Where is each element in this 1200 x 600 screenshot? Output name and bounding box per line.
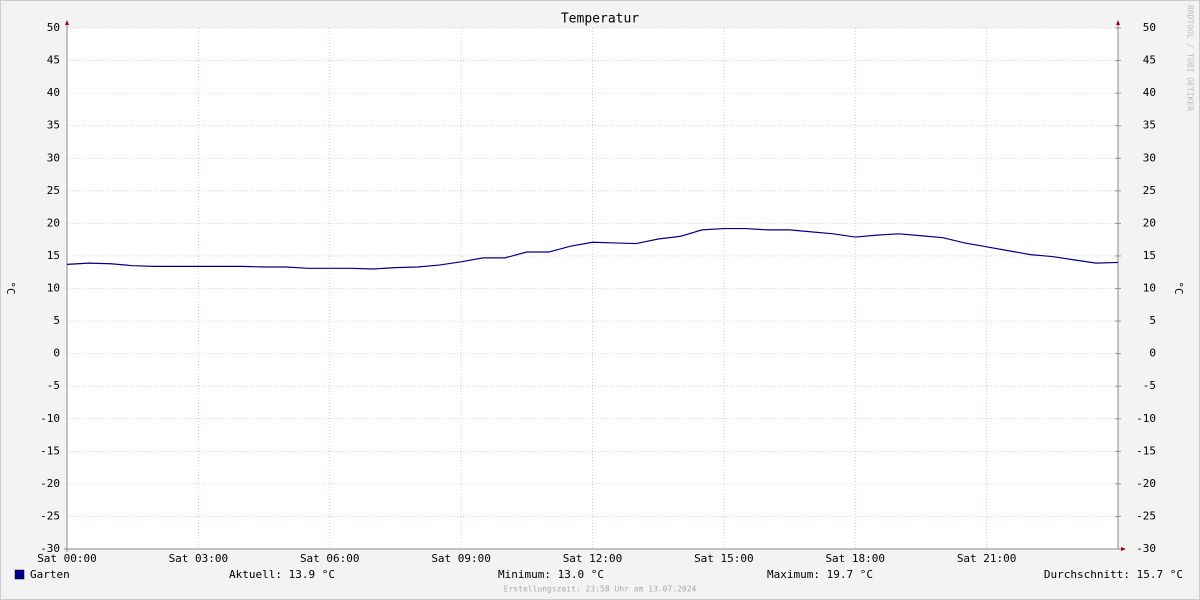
legend-label: Garten bbox=[30, 568, 70, 581]
x-tick-label: Sat 03:00 bbox=[169, 552, 229, 565]
y2-tick-label: 40 bbox=[1143, 86, 1156, 99]
y-tick-label: 35 bbox=[47, 119, 60, 132]
y-tick-label: 40 bbox=[47, 86, 60, 99]
y2-tick-label: -20 bbox=[1136, 477, 1156, 490]
x-tick-label: Sat 15:00 bbox=[694, 552, 754, 565]
y2-tick-label: 5 bbox=[1149, 314, 1156, 327]
y-tick-label: -30 bbox=[40, 542, 60, 555]
y2-tick-label: 10 bbox=[1143, 282, 1156, 295]
y2-tick-label: 30 bbox=[1143, 151, 1156, 164]
x-tick-label: Sat 12:00 bbox=[563, 552, 623, 565]
y2-tick-label: 20 bbox=[1143, 216, 1156, 229]
y-tick-label: 30 bbox=[47, 151, 60, 164]
y-tick-label: 15 bbox=[47, 249, 60, 262]
y2-tick-label: 15 bbox=[1143, 249, 1156, 262]
watermark: RRDTOOL / TOBI OETIKER bbox=[1186, 5, 1195, 111]
y-tick-label: -15 bbox=[40, 444, 60, 457]
footer: Erstellungszeit: 23:58 Uhr am 13.07.2024 bbox=[504, 585, 697, 594]
stat: Durchschnitt: 15.7 °C bbox=[1044, 568, 1183, 581]
y-tick-label: 50 bbox=[47, 21, 60, 34]
x-tick-label: Sat 06:00 bbox=[300, 552, 360, 565]
legend-swatch bbox=[14, 569, 25, 580]
y-tick-label: 10 bbox=[47, 282, 60, 295]
stat: Minimum: 13.0 °C bbox=[498, 568, 604, 581]
y2-tick-label: 35 bbox=[1143, 119, 1156, 132]
x-tick-label: Sat 18:00 bbox=[825, 552, 885, 565]
y2-tick-label: -10 bbox=[1136, 412, 1156, 425]
y2-tick-label: -30 bbox=[1136, 542, 1156, 555]
stat: Aktuell: 13.9 °C bbox=[229, 568, 335, 581]
y-tick-label: 45 bbox=[47, 54, 60, 67]
x-tick-label: Sat 00:00 bbox=[37, 552, 97, 565]
arrow bbox=[1116, 20, 1120, 25]
y-tick-label: -20 bbox=[40, 477, 60, 490]
stat: Maximum: 19.7 °C bbox=[767, 568, 873, 581]
y2-tick-label: 45 bbox=[1143, 54, 1156, 67]
y2-axis-label: °C bbox=[1172, 281, 1185, 294]
y-tick-label: 25 bbox=[47, 184, 60, 197]
chart-title: Temperatur bbox=[561, 12, 639, 27]
y-tick-label: -5 bbox=[47, 379, 60, 392]
x-tick-label: Sat 21:00 bbox=[957, 552, 1017, 565]
y-tick-label: 5 bbox=[53, 314, 60, 327]
y2-tick-label: 0 bbox=[1149, 347, 1156, 360]
y2-tick-label: 50 bbox=[1143, 21, 1156, 34]
y-tick-label: -25 bbox=[40, 509, 60, 522]
arrow bbox=[65, 20, 69, 25]
y-tick-label: 0 bbox=[53, 347, 60, 360]
y2-tick-label: -25 bbox=[1136, 509, 1156, 522]
y2-tick-label: -15 bbox=[1136, 444, 1156, 457]
y2-tick-label: 25 bbox=[1143, 184, 1156, 197]
y-tick-label: -10 bbox=[40, 412, 60, 425]
x-tick-label: Sat 09:00 bbox=[431, 552, 491, 565]
y-axis-label: °C bbox=[4, 281, 17, 294]
arrow bbox=[1121, 547, 1126, 551]
y2-tick-label: -5 bbox=[1143, 379, 1156, 392]
y-tick-label: 20 bbox=[47, 216, 60, 229]
line bbox=[66, 227, 1119, 270]
